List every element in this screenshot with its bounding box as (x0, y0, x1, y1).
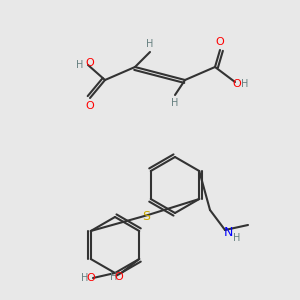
Text: H: H (110, 272, 117, 282)
Text: O: O (216, 37, 224, 47)
Text: O: O (85, 101, 94, 111)
Text: H: H (76, 60, 84, 70)
Text: H: H (233, 233, 241, 243)
Text: S: S (142, 211, 150, 224)
Text: H: H (81, 273, 89, 283)
Text: H: H (241, 79, 249, 89)
Text: O: O (85, 58, 94, 68)
Text: N: N (223, 226, 233, 238)
Text: H: H (146, 39, 154, 49)
Text: O: O (232, 79, 242, 89)
Text: H: H (171, 98, 179, 108)
Text: O: O (87, 273, 95, 283)
Text: O: O (115, 272, 124, 282)
